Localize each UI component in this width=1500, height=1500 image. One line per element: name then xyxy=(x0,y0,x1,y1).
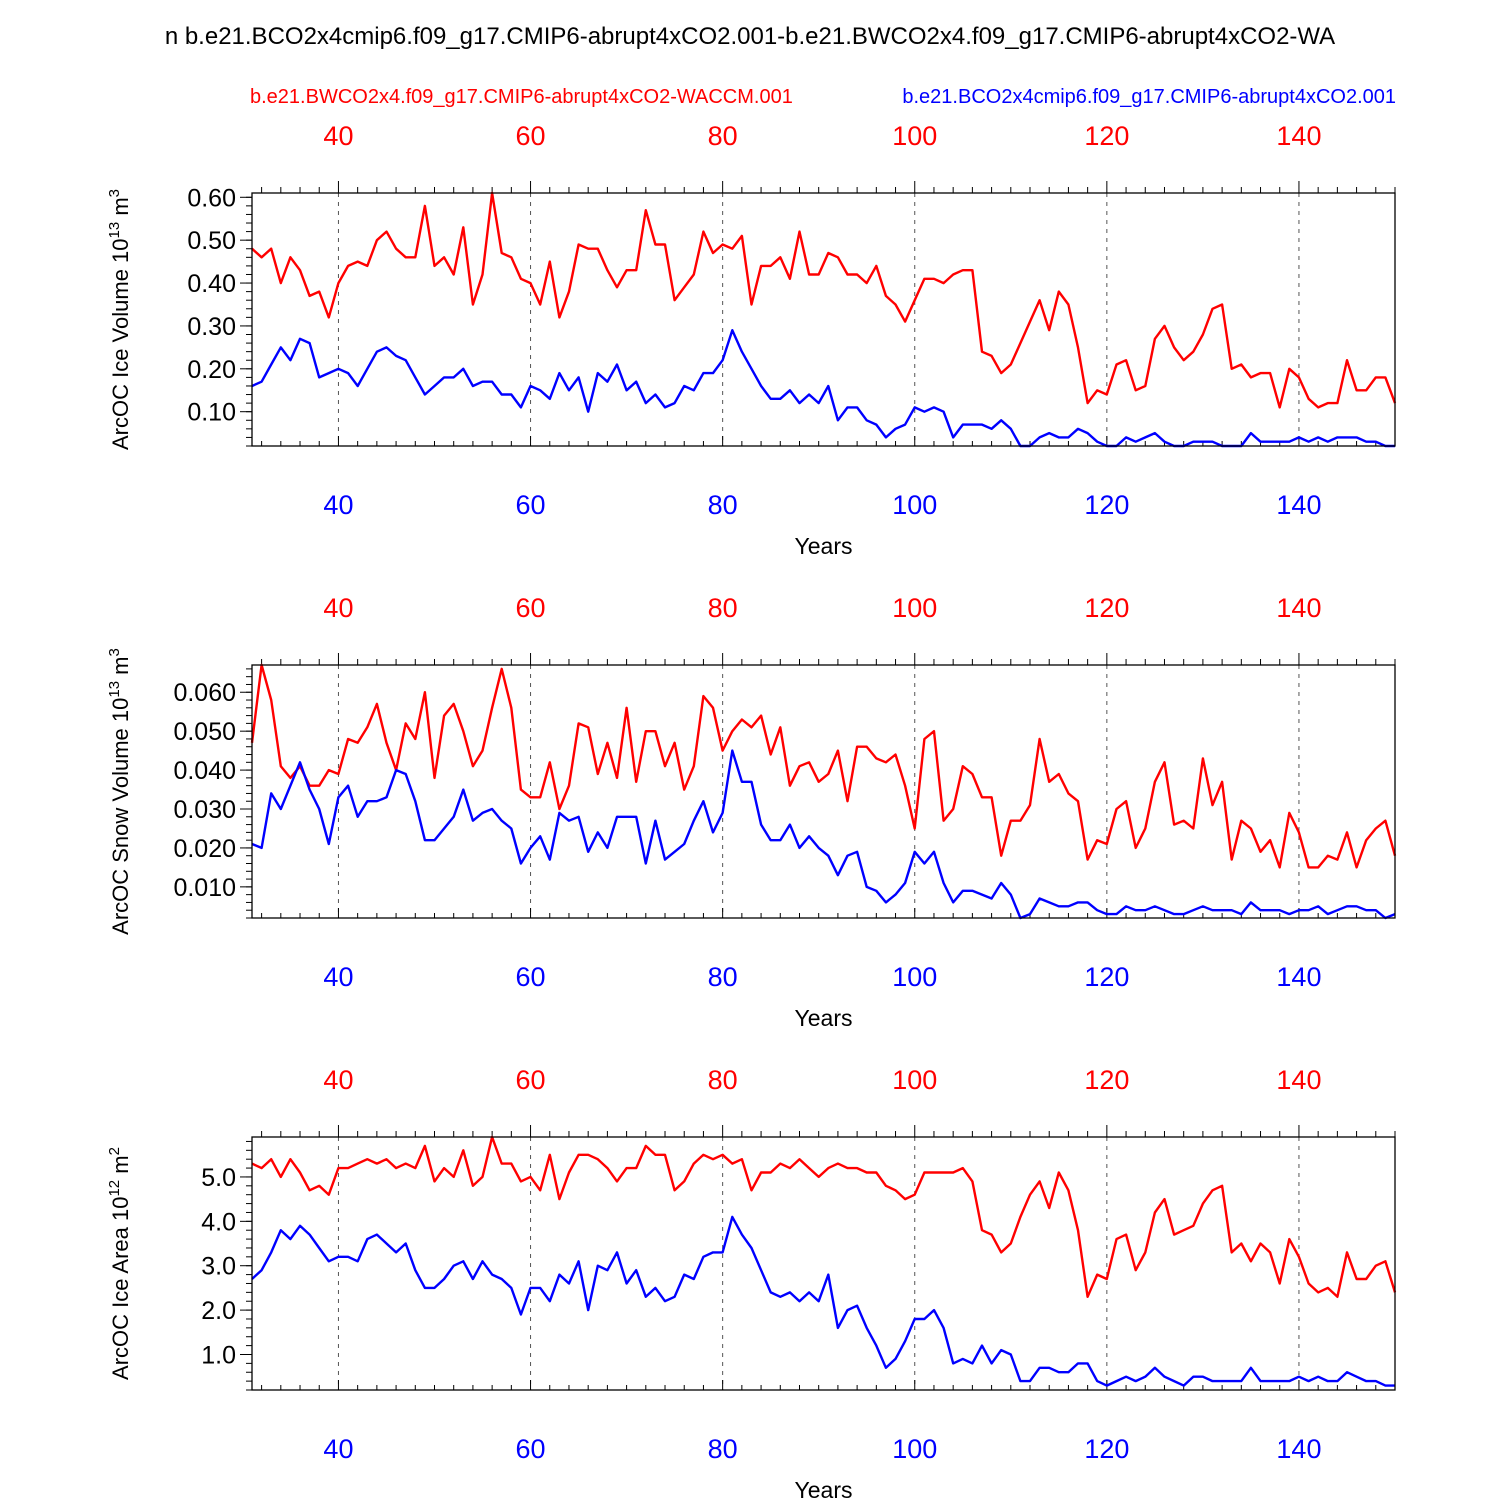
legend-red-case: b.e21.BWCO2x4.f09_g17.CMIP6-abrupt4xCO2-… xyxy=(250,86,793,108)
y-tick-label: 0.10 xyxy=(187,399,236,427)
x-tick-label-bottom: 60 xyxy=(516,962,546,992)
series-line-blue xyxy=(251,1215,1395,1387)
y-tick-label: 5.0 xyxy=(201,1164,236,1192)
y-tick-label: 0.040 xyxy=(173,757,236,785)
series-line-red xyxy=(251,1135,1397,1299)
x-tick-label-bottom: 80 xyxy=(708,490,738,520)
x-tick-label-top: 100 xyxy=(892,593,937,623)
plot-frame xyxy=(251,192,1396,447)
chart-panel-2: 0.010 0.020 0.030 0.040 0.050 0.060 40 40 60 60 80… xyxy=(106,593,1397,1031)
x-tick-label-top: 140 xyxy=(1276,121,1321,151)
x-tick-label-top: 60 xyxy=(516,593,546,623)
x-tick-label-top: 140 xyxy=(1276,1065,1321,1095)
x-tick-label-top: 40 xyxy=(323,593,353,623)
x-tick-label-top: 60 xyxy=(516,1065,546,1095)
x-tick-label-top: 80 xyxy=(708,593,738,623)
x-tick-label-bottom: 100 xyxy=(892,490,937,520)
x-tick-label-bottom: 140 xyxy=(1276,490,1321,520)
series-line-red xyxy=(251,191,1397,409)
x-tick-label-bottom: 60 xyxy=(516,490,546,520)
x-tick-label-bottom: 120 xyxy=(1084,490,1129,520)
y-tick-label: 2.0 xyxy=(201,1297,236,1325)
x-tick-label-top: 100 xyxy=(892,121,937,151)
x-tick-label-bottom: 60 xyxy=(516,1434,546,1464)
chart-panel-3: 1.0 2.0 3.0 4.0 5.0 40 40 60 60 80 80 100 100 120 120 1… xyxy=(106,1065,1397,1500)
y-tick-label: 1.0 xyxy=(201,1341,236,1369)
plot-frame xyxy=(251,1136,1396,1391)
y-tick-label: 0.60 xyxy=(187,184,236,212)
x-tick-label-bottom: 80 xyxy=(708,962,738,992)
x-tick-label-bottom: 40 xyxy=(323,962,353,992)
x-tick-label-bottom: 40 xyxy=(323,1434,353,1464)
y-axis-label: ArcOC Snow Volume 1013 m3 xyxy=(106,648,133,935)
y-axis-label: ArcOC Ice Volume 1013 m3 xyxy=(106,189,133,450)
y-tick-label: 3.0 xyxy=(201,1253,236,1281)
plot-frame xyxy=(251,664,1396,919)
x-tick-label-bottom: 100 xyxy=(892,1434,937,1464)
y-tick-label: 0.050 xyxy=(173,718,236,746)
y-axis-label: ArcOC Ice Area 1012 m2 xyxy=(106,1147,133,1380)
x-tick-label-top: 80 xyxy=(708,1065,738,1095)
x-tick-label-top: 120 xyxy=(1084,1065,1129,1095)
x-tick-label-bottom: 140 xyxy=(1276,1434,1321,1464)
x-tick-label-top: 100 xyxy=(892,1065,937,1095)
figure-title: n b.e21.BCO2x4cmip6.f09_g17.CMIP6-abrupt… xyxy=(165,23,1335,50)
x-axis-label: Years xyxy=(795,1005,853,1031)
x-tick-label-top: 60 xyxy=(516,121,546,151)
series-line-red xyxy=(250,663,1397,869)
x-tick-label-top: 40 xyxy=(323,121,353,151)
x-tick-label-bottom: 140 xyxy=(1276,962,1321,992)
x-tick-label-top: 120 xyxy=(1084,593,1129,623)
y-tick-label: 0.030 xyxy=(173,796,236,824)
chart-panel-1: 0.10 0.20 0.30 0.40 0.50 0.60 40 40 60 60 80 80 100 1… xyxy=(106,121,1397,559)
y-tick-label: 0.020 xyxy=(173,835,236,863)
x-tick-label-bottom: 100 xyxy=(892,962,937,992)
x-tick-label-top: 40 xyxy=(323,1065,353,1095)
y-tick-label: 0.30 xyxy=(187,313,236,341)
y-tick-label: 0.20 xyxy=(187,356,236,384)
y-tick-label: 0.50 xyxy=(187,227,236,255)
x-tick-label-bottom: 40 xyxy=(323,490,353,520)
y-tick-label: 0.40 xyxy=(187,270,236,298)
x-axis-label: Years xyxy=(795,1477,853,1500)
series-line-blue xyxy=(251,329,1395,448)
x-tick-label-top: 120 xyxy=(1084,121,1129,151)
x-tick-label-top: 80 xyxy=(708,121,738,151)
x-tick-label-top: 140 xyxy=(1276,593,1321,623)
y-tick-label: 0.010 xyxy=(173,874,236,902)
legend-blue-case: b.e21.BCO2x4cmip6.f09_g17.CMIP6-abrupt4x… xyxy=(902,86,1396,108)
series-line-blue xyxy=(251,749,1396,920)
x-tick-label-bottom: 120 xyxy=(1084,1434,1129,1464)
x-tick-label-bottom: 80 xyxy=(708,1434,738,1464)
y-tick-label: 0.060 xyxy=(173,679,236,707)
x-axis-label: Years xyxy=(795,533,853,559)
y-tick-label: 4.0 xyxy=(201,1208,236,1236)
x-tick-label-bottom: 120 xyxy=(1084,962,1129,992)
